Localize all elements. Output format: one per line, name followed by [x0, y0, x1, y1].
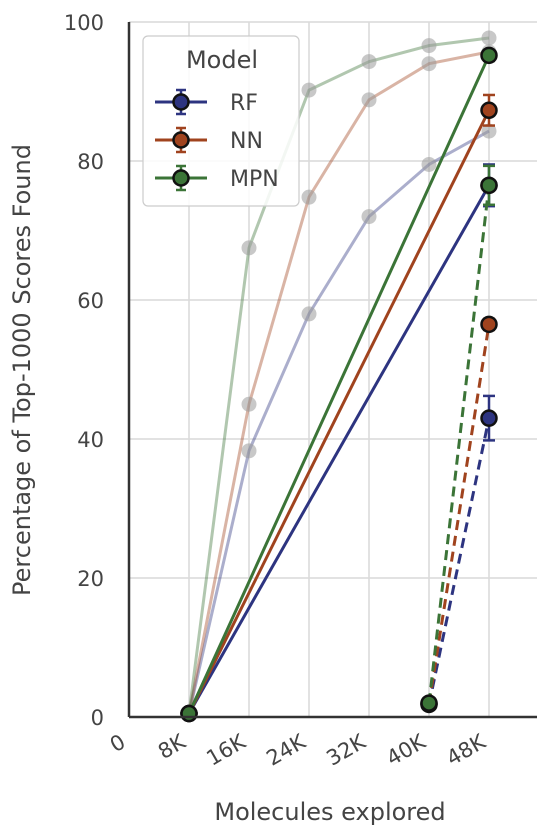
- axes: [127, 22, 537, 719]
- y-axis-title: Percentage of Top-1000 Scores Found: [8, 144, 36, 596]
- x-tick-label: 48K: [442, 729, 490, 771]
- x-tick-label: 24K: [262, 729, 310, 771]
- legend-marker-nn: [172, 131, 190, 149]
- data-point-nn-faded: [361, 92, 377, 108]
- y-tick-label: 20: [77, 567, 104, 591]
- legend-label-rf: RF: [230, 91, 258, 116]
- series-line-rf-faded: [187, 129, 490, 714]
- x-tick-label: 40K: [382, 729, 430, 771]
- data-point-nn-faded: [421, 56, 437, 72]
- legend-marker-mpn: [172, 169, 190, 187]
- series-layer: [180, 30, 498, 723]
- data-point-rf-faded: [481, 123, 497, 139]
- data-point-mpn-faded: [241, 240, 257, 256]
- series-line-mpn-dashed: [427, 185, 491, 704]
- legend-label-mpn: MPN: [230, 167, 279, 192]
- series-line-mpn-solid: [187, 54, 491, 715]
- y-tick-label: 40: [77, 428, 104, 452]
- legend-label-nn: NN: [230, 129, 263, 154]
- legend-box: [142, 35, 300, 207]
- x-tick-label: 0: [106, 730, 130, 757]
- x-axis-title: Molecules explored: [214, 798, 445, 826]
- data-point-mpn-solid: [480, 46, 498, 65]
- data-point-rf-dashed: [480, 409, 498, 427]
- x-tick-label: 32K: [322, 729, 370, 771]
- data-point-nn-solid: [480, 101, 498, 120]
- series-line-rf-solid: [187, 184, 491, 715]
- legend-title: Model: [186, 46, 258, 74]
- series-line-nn-dashed: [427, 324, 491, 705]
- data-point-nn-faded: [241, 396, 257, 412]
- data-point-mpn-faded: [301, 82, 317, 98]
- data-point-rf-faded: [421, 156, 437, 172]
- data-point-mpn-dashed: [480, 176, 498, 195]
- data-point-mpn-faded: [361, 54, 377, 70]
- data-point-rf-faded: [241, 443, 257, 459]
- data-point-mpn-faded: [481, 30, 497, 46]
- series-line-mpn-faded: [187, 36, 490, 714]
- data-point-mpn-dashed: [420, 694, 438, 712]
- data-point-rf-faded: [301, 306, 317, 322]
- y-tick-label: 80: [77, 150, 104, 174]
- data-point-mpn-solid: [180, 704, 198, 723]
- y-tick-label: 100: [64, 11, 104, 35]
- data-point-nn-dashed: [480, 315, 498, 334]
- legend-marker-rf: [172, 93, 190, 111]
- x-tick-label: 16K: [202, 729, 250, 771]
- x-tick-label: 8K: [154, 729, 191, 764]
- y-tick-label: 60: [77, 289, 104, 313]
- data-point-rf-faded: [361, 209, 377, 225]
- y-tick-label: 0: [91, 706, 104, 730]
- series-line-nn-faded: [187, 50, 490, 714]
- data-point-mpn-faded: [421, 38, 437, 54]
- series-line-rf-dashed: [427, 417, 491, 705]
- series-line-nn-solid: [187, 109, 491, 715]
- legend: Model RF NN MPN: [142, 35, 300, 207]
- data-point-nn-faded: [301, 189, 317, 205]
